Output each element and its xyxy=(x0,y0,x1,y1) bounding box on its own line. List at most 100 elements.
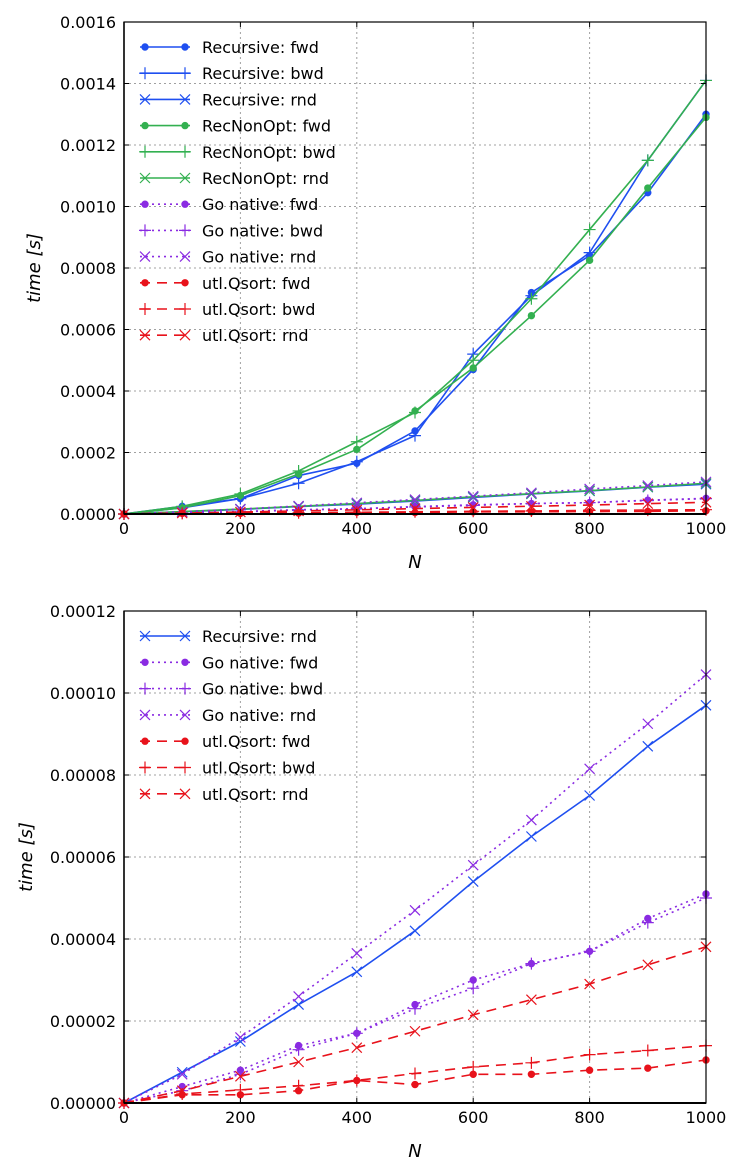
chart-1-y-axis-label: time [s] xyxy=(24,233,45,303)
chart-2-data-point xyxy=(234,1031,246,1043)
chart-1-legend-item: Recursive: bwd xyxy=(139,64,324,83)
chart-1-legend-label: Go native: bwd xyxy=(202,221,323,240)
chart-2-data-point xyxy=(584,978,596,990)
chart-2-legend-item: Go native: bwd xyxy=(139,680,323,699)
chart-2-legend-marker xyxy=(179,761,191,774)
chart-1-data-point xyxy=(292,464,305,477)
chart-1-x-tick-label: 200 xyxy=(225,519,256,538)
chart-2-data-point xyxy=(583,945,596,958)
chart-1-data-point xyxy=(350,455,363,468)
chart-2-data-point xyxy=(467,859,479,871)
chart-2-x-tick-label: 200 xyxy=(225,1108,256,1127)
chart-2-x-tick-label: 1000 xyxy=(686,1108,727,1127)
chart-2-series-group xyxy=(118,669,712,1109)
chart-1-legend-marker xyxy=(181,121,189,130)
chart-2-legend-label: utl.Qsort: rnd xyxy=(202,785,309,804)
chart-2-legend-marker xyxy=(139,709,151,721)
chart-2-y-tick-label: 0.00012 xyxy=(50,602,116,621)
chart-1-legend-marker xyxy=(181,200,189,208)
chart-1-legend-item: RecNonOpt: bwd xyxy=(139,143,336,162)
chart-1-legend-marker xyxy=(179,172,191,184)
chart-2-data-point xyxy=(409,925,421,937)
chart-1-series-group xyxy=(118,74,712,520)
chart-1-legend-label: utl.Qsort: bwd xyxy=(202,300,315,319)
chart-1-legend-marker xyxy=(139,329,151,341)
chart-1-legend-marker xyxy=(139,224,151,237)
chart-1-series-line xyxy=(123,497,707,515)
chart-1-data-point xyxy=(642,498,654,510)
chart-2-x-axis-label: N xyxy=(408,1141,421,1162)
chart-1-data-point xyxy=(641,154,654,167)
chart-1-legend-item: Go native: rnd xyxy=(139,248,316,267)
chart-1-data-point xyxy=(234,488,247,501)
chart-2-data-point xyxy=(409,1067,421,1080)
chart-1-legend-marker xyxy=(179,93,191,105)
chart-2-series-line xyxy=(123,946,707,1104)
chart-2-y-axis-label: time [s] xyxy=(16,822,37,892)
chart-1-x-tick-label: 1000 xyxy=(686,519,727,538)
chart-1-x-axis-label: N xyxy=(408,552,421,573)
chart-1-legend-item: utl.Qsort: rnd xyxy=(139,326,309,345)
chart-2-data-point xyxy=(467,1060,480,1073)
chart-2-data-point xyxy=(234,1036,246,1047)
chart-2-legend-label: utl.Qsort: fwd xyxy=(202,732,311,751)
chart-1-legend-marker xyxy=(141,43,149,51)
chart-1-y-tick-label: 0.0006 xyxy=(60,321,116,340)
chart-1-y-tick-label: 0.0014 xyxy=(60,75,116,94)
chart-1-legend-marker xyxy=(139,303,151,315)
chart-1-x-tick-label: 600 xyxy=(458,519,489,538)
chart-1-data-point xyxy=(293,500,305,512)
chart-1-y-tick-label: 0.0008 xyxy=(60,259,116,278)
chart-1-legend-label: Recursive: bwd xyxy=(202,64,324,83)
chart-2-data-point xyxy=(525,831,537,842)
chart-1-legend-marker xyxy=(181,43,189,51)
chart-1-data-point xyxy=(409,495,421,506)
chart-2-data-point xyxy=(642,740,654,752)
chart-1-legend-item: utl.Qsort: bwd xyxy=(139,300,315,319)
chart-2-x-tick-label: 800 xyxy=(574,1108,605,1127)
chart-1-data-point xyxy=(409,494,421,505)
chart-2-legend-marker xyxy=(179,788,191,800)
chart-1-legend-marker xyxy=(141,200,149,208)
chart-1: 0 200 400 600 800 1000 0.0000 0.0002 0.0004 0.000… xyxy=(24,13,726,573)
chart-1-legend-marker xyxy=(179,145,191,158)
chart-1-legend-marker xyxy=(179,329,191,341)
chart-1-legend-item: RecNonOpt: fwd xyxy=(140,117,331,136)
chart-2-data-point xyxy=(585,1066,594,1074)
chart-1-legend-marker xyxy=(139,145,151,158)
chart-1-y-tick-label: 0.0010 xyxy=(60,198,116,217)
chart-2-data-point xyxy=(409,1025,421,1037)
chart-2-y-tick-label: 0.00000 xyxy=(50,1094,116,1113)
chart-2-data-point xyxy=(293,1056,305,1068)
chart-2-legend-label: Recursive: rnd xyxy=(202,627,317,646)
chart-1-legend-marker xyxy=(139,251,151,263)
chart-1-legend-item: RecNonOpt: rnd xyxy=(139,169,329,188)
chart-2-legend-label: Go native: bwd xyxy=(202,680,323,699)
chart-1-data-point xyxy=(409,429,421,442)
chart-2-data-point xyxy=(467,982,480,995)
chart-1-data-point xyxy=(584,499,596,511)
chart-1-x-tick-label: 400 xyxy=(342,519,373,538)
chart-2-legend: Recursive: rnd Go native: fwd Go native: b… xyxy=(139,627,323,804)
chart-2-data-point xyxy=(525,994,537,1006)
chart-2-legend-label: Go native: rnd xyxy=(202,706,316,725)
chart-1-legend-label: utl.Qsort: rnd xyxy=(202,326,309,345)
chart-1-legend-marker xyxy=(179,303,191,315)
chart-1-data-point xyxy=(644,184,652,192)
chart-2-data-point xyxy=(641,1044,654,1057)
chart-1-data-point xyxy=(525,487,537,499)
chart-2-legend-marker xyxy=(179,682,191,695)
chart-2-data-point xyxy=(350,1027,363,1040)
chart-2-data-point xyxy=(351,947,363,959)
chart-2-data-point xyxy=(293,999,305,1011)
chart-2-data-point xyxy=(409,904,421,916)
chart-2-y-tick-label: 0.00008 xyxy=(50,766,116,785)
chart-1-x-tick-label: 800 xyxy=(574,519,605,538)
chart-1-legend-label: RecNonOpt: bwd xyxy=(202,143,336,162)
chart-2-legend-item: utl.Qsort: rnd xyxy=(139,785,309,804)
chart-1-data-point xyxy=(409,503,421,515)
chart-1-legend-label: Go native: rnd xyxy=(202,248,316,267)
chart-2-data-point xyxy=(583,1048,596,1061)
chart-2-data-point xyxy=(467,876,479,888)
